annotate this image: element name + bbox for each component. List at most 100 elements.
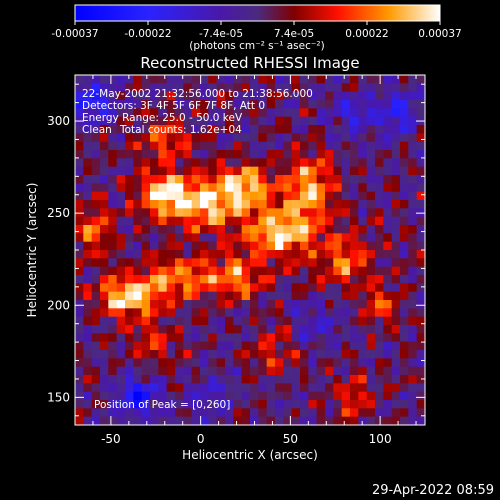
heatmap-cell (350, 391, 359, 401)
heatmap-cell (250, 125, 259, 134)
heatmap-cell (325, 400, 334, 409)
heatmap-cell (391, 100, 401, 109)
heatmap-cell (191, 391, 201, 401)
heatmap-cell (75, 150, 84, 159)
heatmap-cell (125, 150, 134, 159)
heatmap-cell (75, 300, 84, 309)
heatmap-cell (241, 233, 251, 243)
heatmap-cell (258, 416, 268, 425)
heatmap-cell (250, 375, 259, 384)
heatmap-cell (241, 125, 251, 134)
heatmap-cell (300, 83, 309, 93)
heatmap-cell (325, 416, 334, 425)
heatmap-cell (375, 400, 384, 409)
heatmap-cell (291, 250, 301, 259)
heatmap-cell (175, 108, 184, 118)
heatmap-cell (141, 258, 151, 268)
heatmap-cell (200, 291, 209, 301)
heatmap-cell (241, 166, 251, 176)
heatmap-cell (133, 408, 143, 418)
heatmap-cell (358, 366, 368, 376)
heatmap-cell (291, 83, 301, 93)
heatmap-cell (366, 133, 376, 143)
heatmap-cell (383, 291, 393, 301)
heatmap-cell (358, 283, 368, 293)
heatmap-cell (358, 408, 368, 418)
heatmap-cell (200, 108, 209, 118)
heatmap-cell (266, 333, 276, 343)
heatmap-cell (266, 175, 276, 184)
heatmap-cell (108, 300, 118, 309)
heatmap-cell (366, 166, 376, 176)
heatmap-cell (75, 416, 84, 425)
heatmap-cell (158, 241, 168, 251)
heatmap-cell (158, 183, 168, 193)
heatmap-cell (158, 383, 168, 393)
heatmap-cell (225, 208, 234, 218)
heatmap-cell (150, 75, 159, 84)
heatmap-cell (208, 308, 218, 318)
heatmap-cell (125, 100, 134, 109)
heatmap-cell (158, 283, 168, 293)
heatmap-cell (141, 375, 151, 384)
heatmap-cell (91, 416, 101, 425)
heatmap-cell (216, 275, 226, 284)
heatmap-cell (291, 166, 301, 176)
heatmap-cell (250, 133, 259, 143)
heatmap-cell (391, 75, 401, 84)
heatmap-cell (141, 175, 151, 184)
heatmap-cell (125, 283, 134, 293)
heatmap-cell (191, 333, 201, 343)
heatmap-cell (100, 116, 109, 126)
heatmap-cell (75, 283, 84, 293)
heatmap-cell (283, 291, 293, 301)
heatmap-cell (316, 83, 326, 93)
heatmap-cell (291, 225, 301, 234)
heatmap-cell (141, 183, 151, 193)
heatmap-cell (350, 333, 359, 343)
heatmap-cell (325, 408, 334, 418)
heatmap-cell (366, 333, 376, 343)
heatmap-cell (166, 366, 176, 376)
heatmap-cell (100, 291, 109, 301)
heatmap-cell (283, 258, 293, 268)
heatmap-cell (391, 141, 401, 151)
heatmap-cell (258, 141, 268, 151)
heatmap-cell (175, 258, 184, 268)
heatmap-cell (383, 383, 393, 393)
heatmap-cell (375, 316, 384, 326)
heatmap-cell (91, 375, 101, 384)
heatmap-cell (158, 191, 168, 201)
heatmap-cell (291, 333, 301, 343)
heatmap-cell (341, 91, 351, 101)
heatmap-cell (75, 83, 84, 93)
heatmap-cell (183, 308, 193, 318)
heatmap-cell (275, 400, 284, 409)
heatmap-cell (283, 83, 293, 93)
heatmap-cell (208, 75, 218, 84)
heatmap-cell (266, 75, 276, 84)
heatmap-cell (108, 408, 118, 418)
heatmap-cell (408, 241, 418, 251)
heatmap-cell (91, 125, 101, 134)
heatmap-cell (108, 383, 118, 393)
heatmap-cell (258, 341, 268, 351)
heatmap-cell (208, 141, 218, 151)
heatmap-cell (266, 375, 276, 384)
heatmap-cell (333, 383, 343, 393)
heatmap-cell (416, 308, 425, 318)
heatmap-cell (275, 375, 284, 384)
heatmap-cell (100, 400, 109, 409)
heatmap-cell (91, 208, 101, 218)
heatmap-cell (125, 275, 134, 284)
heatmap-cell (358, 325, 368, 334)
heatmap-cell (308, 291, 318, 301)
heatmap-cell (233, 91, 243, 101)
heatmap-cell (150, 125, 159, 134)
heatmap-cell (241, 75, 251, 84)
heatmap-cell (408, 133, 418, 143)
heatmap-cell (75, 358, 84, 368)
heatmap-cell (75, 291, 84, 301)
heatmap-cell (366, 400, 376, 409)
heatmap-cell (250, 258, 259, 268)
